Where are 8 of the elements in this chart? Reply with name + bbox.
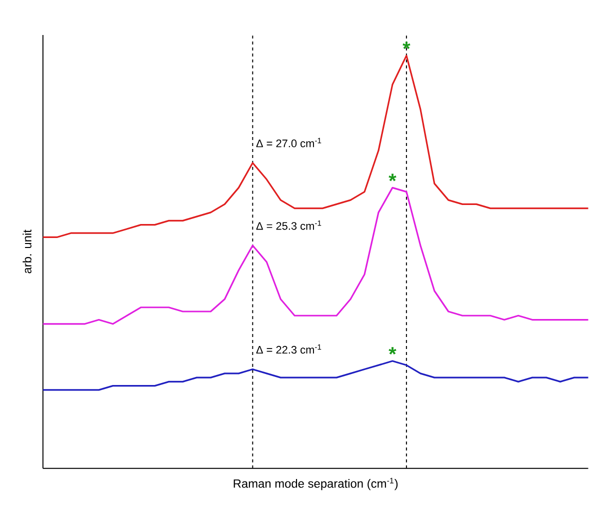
annotation: * xyxy=(388,347,396,354)
y-axis-title: arb. unit xyxy=(22,229,32,274)
text: * xyxy=(402,42,410,49)
annotation: Δ = 25.3 cm$^{-1}$ xyxy=(256,220,322,230)
annotation: * xyxy=(388,174,396,182)
x-axis-title: Raman mode separation (cm$^{-1}$) xyxy=(234,478,398,490)
annotation: Δ = 22.3 cm$^{-1}$ xyxy=(256,344,322,354)
annotation: Δ = 27.0 cm$^{-1}$ xyxy=(256,138,322,148)
